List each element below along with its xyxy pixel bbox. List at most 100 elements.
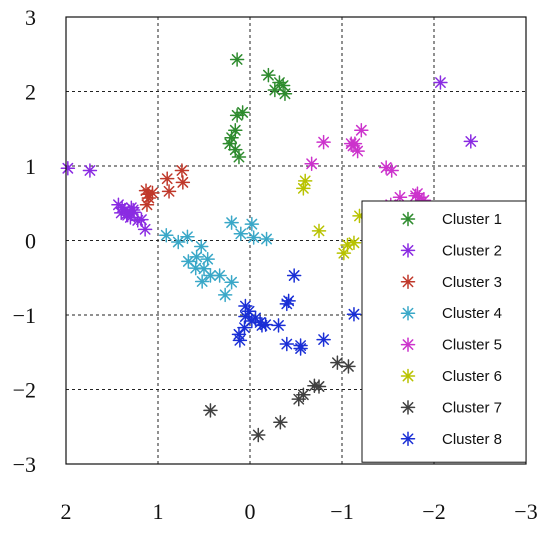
y-tick-label: 2 [25, 80, 36, 105]
legend-marker [400, 337, 416, 352]
legend-marker [400, 305, 416, 321]
data-point [189, 249, 204, 265]
data-point [159, 171, 175, 186]
legend-marker [400, 368, 416, 384]
data-point [237, 320, 252, 335]
data-point [238, 309, 253, 324]
data-point [194, 274, 210, 289]
data-point [296, 181, 311, 196]
data-point [341, 359, 356, 374]
data-point [433, 75, 448, 90]
legend-marker [400, 431, 416, 447]
data-point [463, 134, 479, 149]
legend-box [361, 200, 527, 463]
grid-lines [66, 17, 526, 464]
data-point [296, 387, 311, 402]
data-point [125, 202, 141, 218]
legend-marker [400, 211, 416, 227]
data-point [224, 274, 239, 290]
y-tick-label: −3 [13, 452, 36, 477]
data-point [161, 184, 177, 199]
data-point [119, 206, 134, 221]
legend-marker [400, 400, 416, 415]
data-point [346, 235, 362, 250]
legend-label: Cluster 8 [442, 431, 502, 448]
y-tick-label: −2 [13, 378, 36, 403]
data-point [212, 268, 227, 283]
series-3 [138, 163, 191, 212]
data-point [229, 52, 245, 67]
data-points [60, 52, 479, 443]
data-point [175, 175, 191, 190]
data-point [304, 156, 319, 172]
data-point [261, 67, 276, 83]
data-point [251, 427, 266, 443]
data-point [316, 332, 331, 347]
legend-label: Cluster 2 [442, 242, 502, 259]
data-point [259, 231, 274, 247]
series-2 [60, 75, 479, 237]
data-point [193, 239, 209, 254]
y-tick-label: 0 [25, 229, 36, 254]
series-8 [231, 268, 362, 356]
y-tick-label: 1 [25, 154, 36, 179]
legend: Cluster 1 Cluster 2 Cluster 3 Cluster 4 Clus… [361, 200, 527, 463]
y-axis-ticks: 3 2 1 0 −1 −2 −3 [13, 5, 36, 477]
legend-marker [400, 243, 416, 258]
legend-label: Cluster 3 [442, 274, 502, 291]
data-point [244, 216, 260, 232]
data-point [311, 223, 327, 239]
data-point [170, 234, 186, 250]
data-point [232, 333, 248, 348]
data-point [346, 307, 362, 322]
data-point [233, 226, 249, 242]
x-axis-ticks: 2 1 0 −1 −2 −3 [61, 499, 538, 524]
y-tick-label: −1 [13, 303, 36, 328]
series-4 [159, 215, 274, 303]
data-point [139, 197, 155, 212]
data-point [267, 82, 283, 98]
series-1 [222, 52, 293, 165]
legend-label: Cluster 7 [442, 399, 502, 416]
data-point [246, 230, 261, 245]
data-point [286, 268, 302, 283]
legend-marker [400, 274, 416, 290]
data-point [271, 318, 286, 333]
data-point [82, 163, 98, 178]
legend-label: Cluster 5 [442, 337, 502, 354]
x-tick-label: 0 [245, 499, 256, 524]
y-tick-label: 3 [25, 5, 36, 30]
x-tick-label: 2 [61, 499, 72, 524]
x-tick-label: 1 [153, 499, 164, 524]
legend-label: Cluster 1 [442, 211, 502, 228]
x-tick-label: −2 [422, 499, 445, 524]
data-point [316, 134, 331, 150]
data-point [330, 355, 345, 370]
data-point [134, 212, 149, 227]
data-point [384, 163, 399, 178]
data-point [277, 86, 293, 101]
data-point [137, 222, 153, 237]
series-7 [203, 355, 356, 443]
data-point [217, 287, 233, 303]
data-point [279, 336, 295, 352]
data-point [60, 160, 76, 176]
data-point [229, 108, 245, 123]
data-point [293, 341, 308, 356]
data-point [188, 260, 203, 276]
x-tick-label: −1 [330, 499, 353, 524]
x-tick-label: −3 [514, 499, 537, 524]
data-point [311, 379, 327, 394]
data-point [354, 122, 369, 138]
data-point [159, 228, 174, 243]
legend-label: Cluster 6 [442, 368, 502, 385]
data-point [200, 251, 215, 267]
data-point [224, 215, 239, 230]
data-point [174, 163, 190, 178]
data-point [258, 317, 273, 332]
legend-label: Cluster 4 [442, 305, 502, 322]
data-point [279, 296, 295, 312]
data-point [273, 415, 288, 430]
data-point [222, 136, 238, 151]
